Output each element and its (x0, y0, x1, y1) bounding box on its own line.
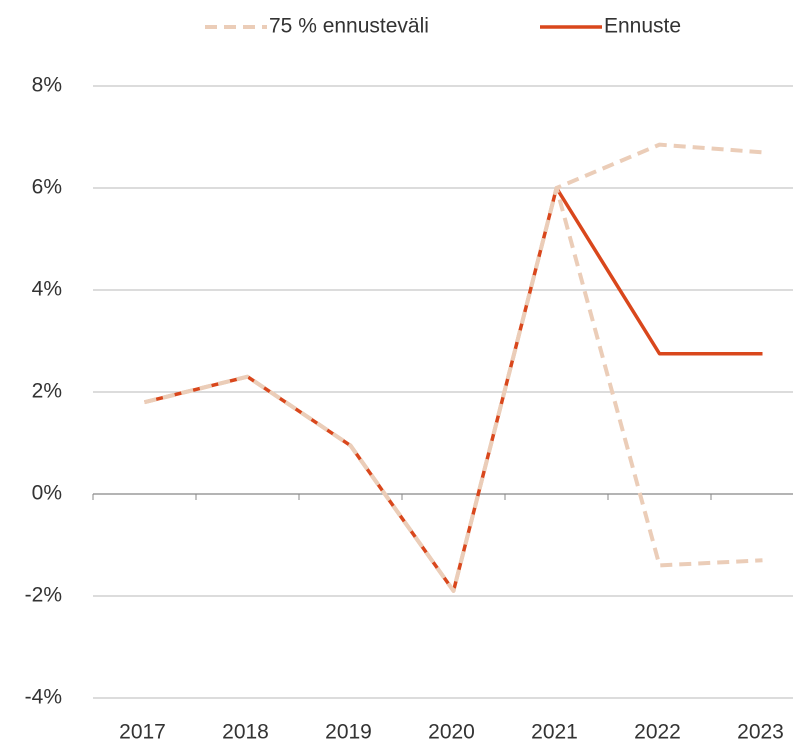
y-tick-label: -4% (25, 686, 62, 709)
y-tick-label: -2% (25, 584, 62, 607)
y-tick-label: 2% (32, 380, 62, 403)
x-tick-label: 2021 (531, 721, 578, 744)
x-tick-label: 2020 (428, 721, 475, 744)
line (144, 186, 763, 593)
x-tick-label: 2018 (222, 721, 269, 744)
x-tick-label: 2019 (325, 721, 372, 744)
y-tick-label: 0% (32, 482, 62, 505)
line (144, 142, 763, 593)
legend-label: 75 % ennusteväli (269, 15, 429, 38)
y-tick-label: 4% (32, 278, 62, 301)
legend-label: Ennuste (604, 15, 681, 38)
x-tick-label: 2023 (737, 721, 784, 744)
x-tick-label: 2022 (634, 721, 681, 744)
y-tick-label: 8% (32, 74, 62, 97)
x-tick-label: 2017 (119, 721, 166, 744)
y-tick-label: 6% (32, 176, 62, 199)
line (144, 186, 763, 593)
